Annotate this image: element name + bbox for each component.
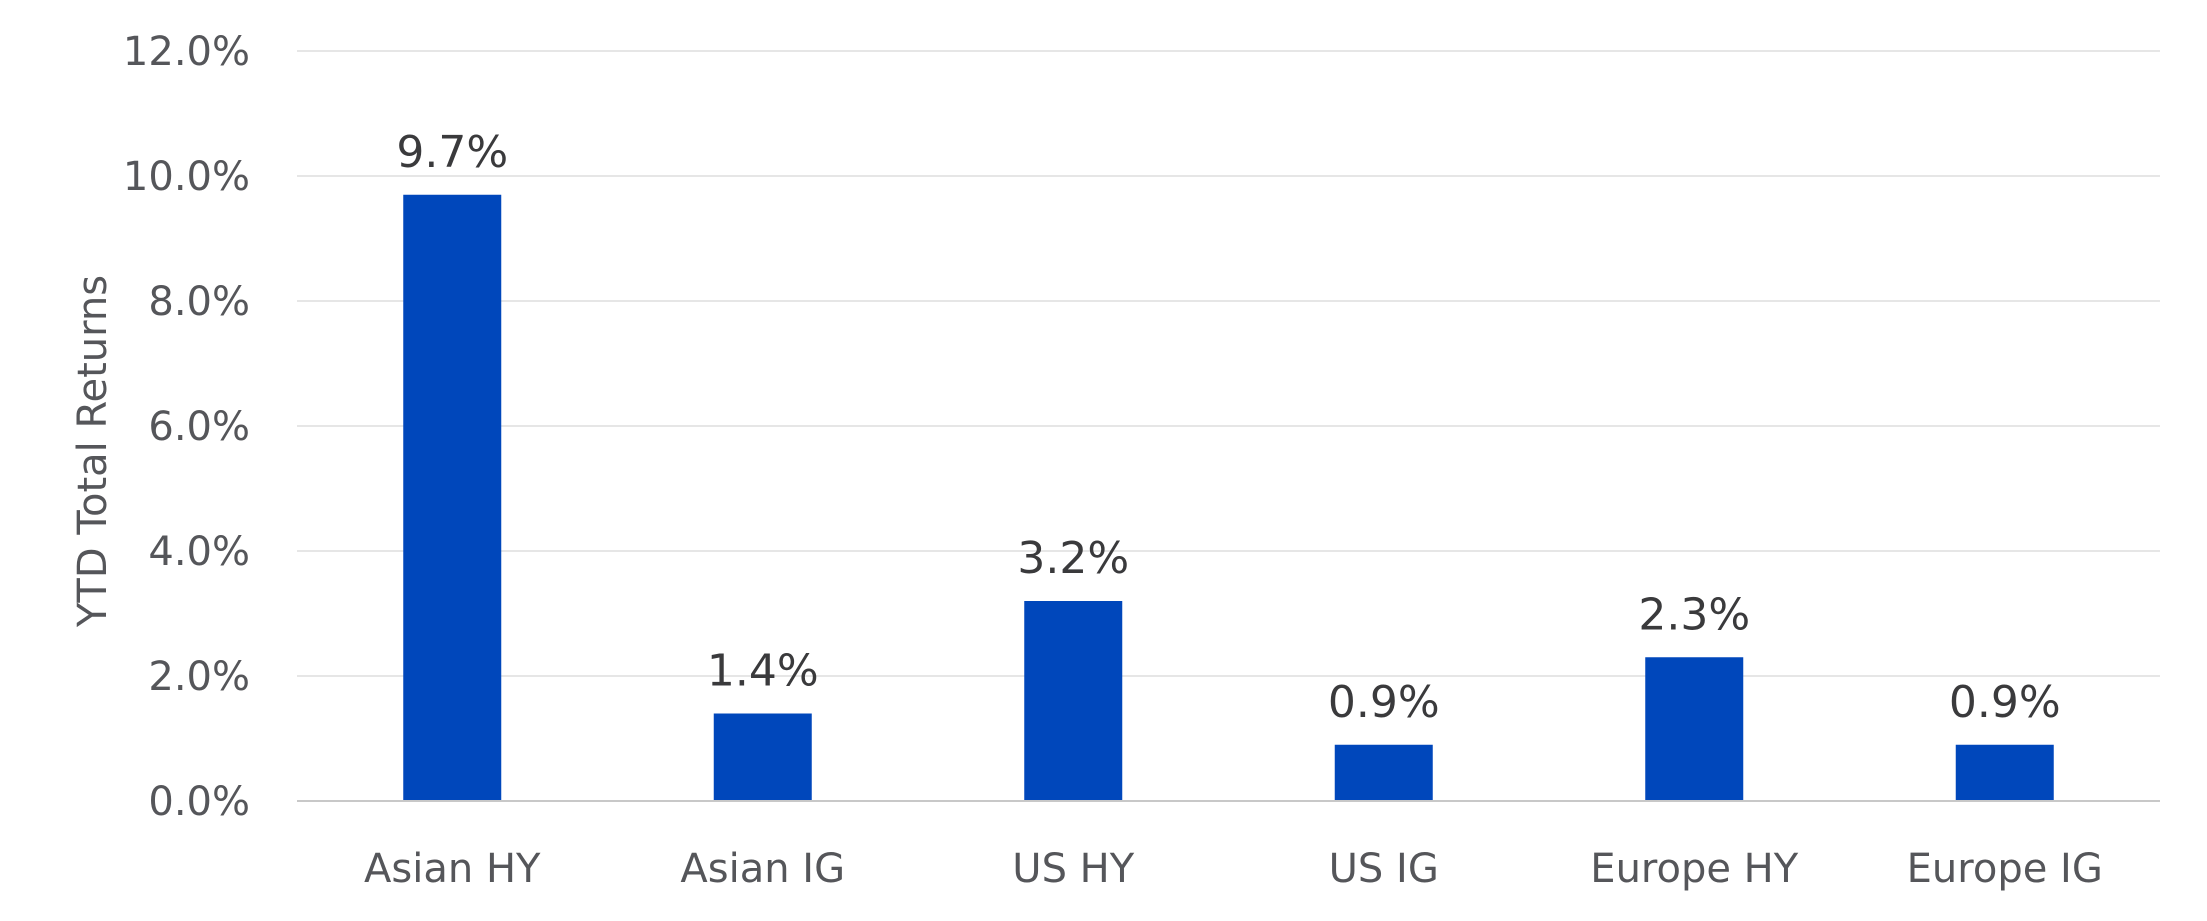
bar	[713, 713, 812, 801]
bars	[403, 194, 2054, 801]
data-label: 0.9%	[1328, 677, 1440, 728]
bar	[403, 194, 502, 801]
x-tick-label: US HY	[1012, 846, 1134, 892]
y-axis-ticks: 0.0% 2.0% 4.0% 6.0% 8.0% 10.0% 12.0%	[123, 29, 250, 825]
y-axis-title: YTD Total Returns	[70, 275, 116, 628]
y-tick-label: 0.0%	[148, 779, 250, 825]
gridlines	[297, 50, 2160, 677]
x-tick-label: Europe HY	[1590, 846, 1798, 892]
x-tick-label: Asian IG	[680, 846, 845, 892]
x-tick-label: US IG	[1329, 846, 1439, 892]
y-tick-label: 4.0%	[148, 529, 250, 575]
x-tick-label: Asian HY	[364, 846, 541, 892]
data-label: 1.4%	[707, 646, 819, 697]
bar	[1955, 744, 2054, 801]
x-tick-label: Europe IG	[1907, 846, 2103, 892]
data-labels: 9.7% 1.4% 3.2% 0.9% 2.3% 0.9%	[396, 127, 2060, 728]
data-label: 0.9%	[1949, 677, 2061, 728]
y-tick-label: 2.0%	[148, 654, 250, 700]
x-axis-ticks: Asian HY Asian IG US HY US IG Europe HY Europ…	[364, 846, 2103, 892]
y-tick-label: 8.0%	[148, 279, 250, 325]
data-label: 2.3%	[1638, 589, 1750, 640]
y-tick-label: 6.0%	[148, 404, 250, 450]
bar	[1334, 744, 1433, 801]
bar	[1645, 657, 1744, 801]
bar	[1024, 601, 1123, 801]
y-tick-label: 12.0%	[123, 29, 250, 75]
y-tick-label: 10.0%	[123, 154, 250, 200]
data-label: 9.7%	[396, 127, 508, 178]
data-label: 3.2%	[1017, 533, 1129, 584]
